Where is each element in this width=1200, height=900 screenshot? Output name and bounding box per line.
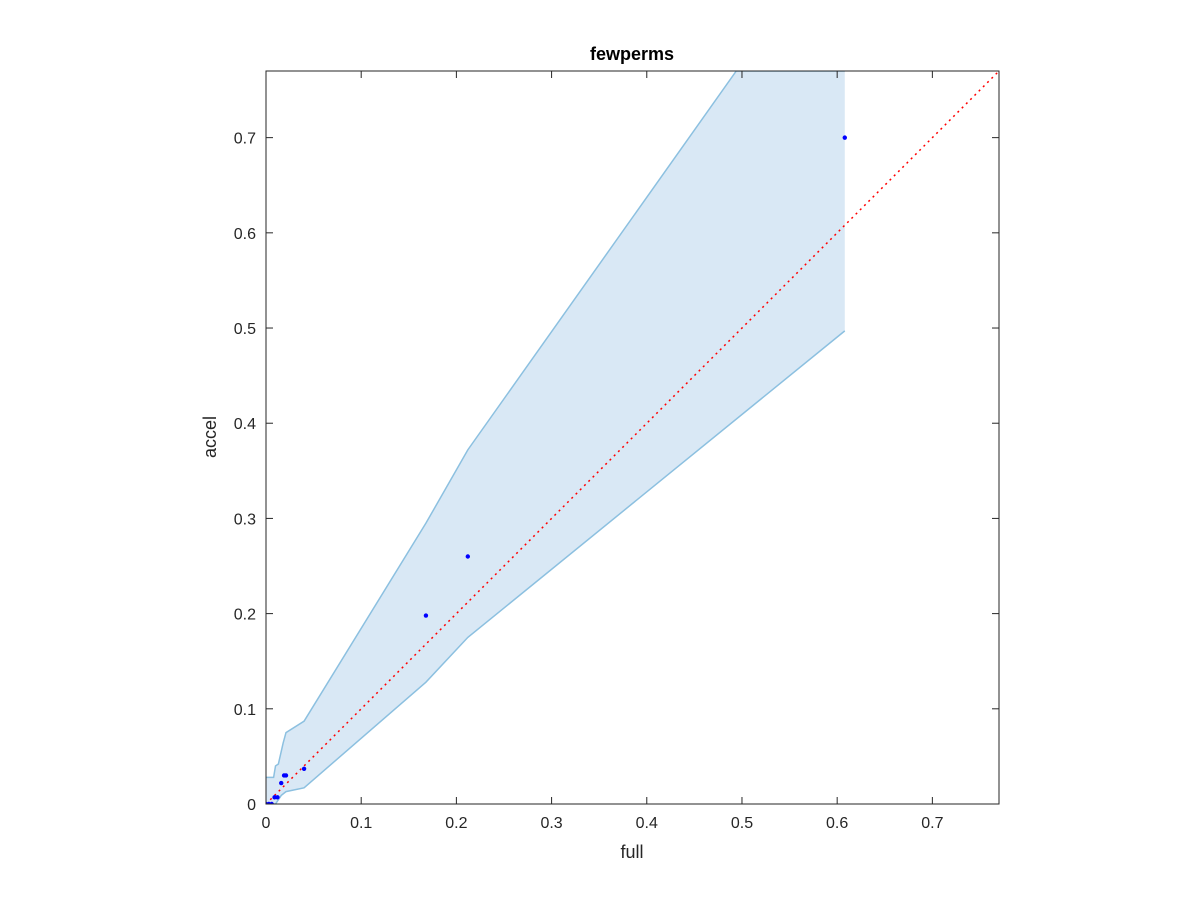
- confidence-band: [266, 71, 845, 804]
- y-tick-label: 0.5: [234, 321, 256, 338]
- data-point: [842, 135, 847, 140]
- data-point: [269, 801, 274, 804]
- x-tick-label: 0.7: [921, 815, 943, 832]
- y-tick-label: 0.3: [234, 511, 256, 528]
- x-axis-label: full: [620, 842, 643, 862]
- y-axis-label: accel: [200, 416, 220, 458]
- y-tick-label: 0.4: [234, 416, 256, 433]
- x-tick-label: 0.6: [826, 815, 848, 832]
- axes-box: [265, 70, 1000, 805]
- band-lower-edge: [266, 330, 846, 804]
- y-tick-label: 0.2: [234, 607, 256, 624]
- chart-title: fewperms: [590, 44, 674, 64]
- plot-area: [266, 71, 999, 804]
- data-point: [301, 766, 307, 771]
- x-tick-label: 0.5: [731, 815, 753, 832]
- x-tick-label: 0.3: [540, 815, 562, 832]
- y-tick-label: 0.6: [234, 226, 256, 243]
- x-tick-label: 0.4: [636, 815, 658, 832]
- y-tick-label: 0: [247, 797, 256, 814]
- x-tick-label: 0: [262, 815, 271, 832]
- axes: 0 0.1 0.2 0.3 0.4 0.5 0.6 0.7 0 0.1 0.2 0.3 0.4 0.5 0.…: [234, 70, 1000, 832]
- data-point: [275, 795, 280, 800]
- data-point: [283, 773, 289, 778]
- y-tick-label: 0.1: [234, 702, 256, 719]
- band-upper-edge: [266, 71, 845, 779]
- x-tick-label: 0.1: [350, 815, 372, 832]
- data-point: [423, 613, 429, 618]
- data-point: [279, 780, 284, 786]
- data-point: [465, 554, 471, 559]
- y-tick-label: 0.7: [234, 131, 256, 148]
- x-tick-label: 0.2: [445, 815, 467, 832]
